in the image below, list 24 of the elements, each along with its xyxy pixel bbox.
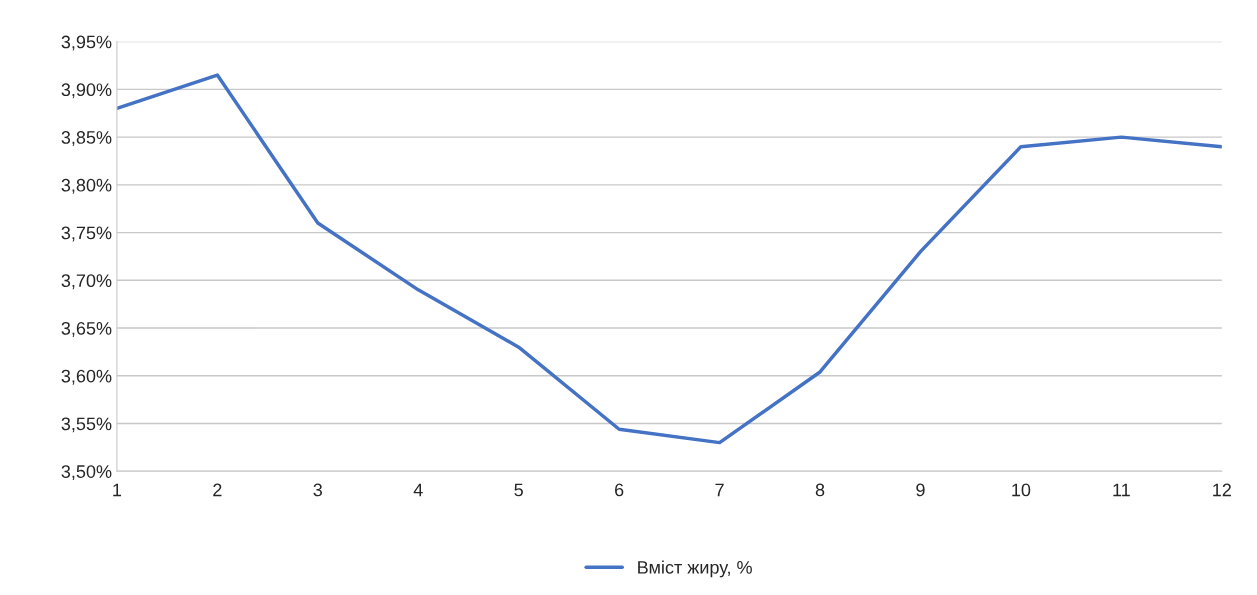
y-tick-label: 3,95%	[61, 35, 112, 51]
x-tick-label: 12	[1213, 483, 1231, 497]
y-tick-label: 3,90%	[61, 83, 112, 99]
y-tick-label: 3,65%	[61, 321, 112, 337]
x-tick-label: 5	[514, 483, 523, 497]
legend-label: Вміст жиру, %	[638, 560, 752, 578]
x-tick-label: 6	[615, 483, 624, 497]
x-tick-label: 9	[916, 483, 925, 497]
y-tick-label: 3,60%	[61, 369, 112, 385]
y-tick-label: 3,80%	[61, 178, 112, 194]
y-tick-label: 3,50%	[61, 465, 112, 481]
x-tick-label: 2	[213, 483, 222, 497]
x-tick-label: 1	[113, 483, 122, 497]
x-tick-label: 8	[815, 483, 825, 497]
y-tick-label: 3,85%	[61, 131, 112, 146]
x-tick-label: 11	[1113, 483, 1130, 497]
line-series	[116, 73, 1222, 445]
y-tick-label: 3,70%	[61, 274, 112, 290]
x-tick-label: 4	[413, 483, 423, 497]
x-tick-label: 3	[313, 483, 323, 497]
x-tick-label: 7	[715, 483, 724, 497]
y-tick-label: 3,75%	[61, 226, 112, 242]
y-tick-label: 3,55%	[61, 417, 112, 433]
x-tick-label: 10	[1012, 483, 1031, 497]
